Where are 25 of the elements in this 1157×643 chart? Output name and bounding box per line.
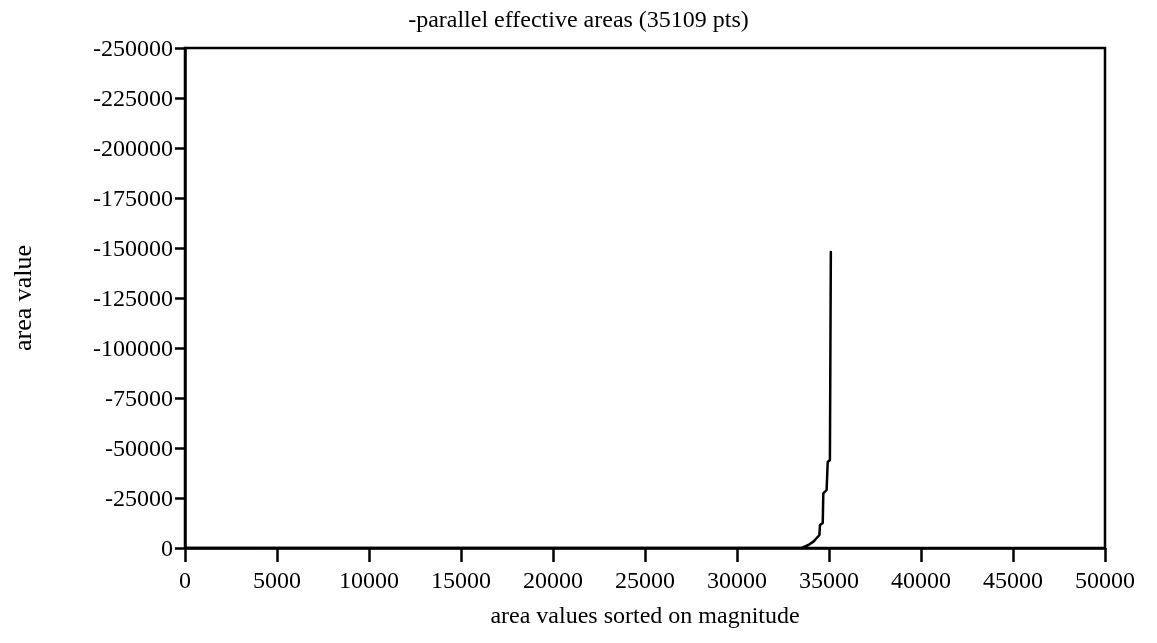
x-tick-label: 35000	[799, 567, 859, 593]
x-tick-label: 15000	[431, 567, 491, 593]
y-tick-label: -75000	[105, 385, 173, 411]
y-tick-label: -50000	[105, 435, 173, 461]
x-tick-label: 20000	[523, 567, 583, 593]
chart-title: -parallel effective areas (35109 pts)	[408, 6, 749, 32]
x-axis-title: area values sorted on magnitude	[490, 602, 800, 628]
y-tick-label: -250000	[93, 35, 173, 61]
y-tick-label: -125000	[93, 285, 173, 311]
x-tick-label: 0	[179, 567, 191, 593]
x-tick-label: 40000	[891, 567, 951, 593]
y-tick-label: -150000	[93, 235, 173, 261]
y-tick-label: -175000	[93, 185, 173, 211]
x-tick-label: 45000	[983, 567, 1043, 593]
x-tick-label: 30000	[707, 567, 767, 593]
y-tick-label: 0	[161, 535, 173, 561]
y-tick-label: -200000	[93, 135, 173, 161]
x-tick-label: 10000	[339, 567, 399, 593]
y-axis-title: area value	[7, 244, 37, 352]
y-tick-label: -225000	[93, 85, 173, 111]
x-tick-label: 50000	[1075, 567, 1135, 593]
x-tick-label: 5000	[253, 567, 301, 593]
y-tick-label: -25000	[105, 485, 173, 511]
x-tick-label: 25000	[615, 567, 675, 593]
y-tick-label: -100000	[93, 335, 173, 361]
